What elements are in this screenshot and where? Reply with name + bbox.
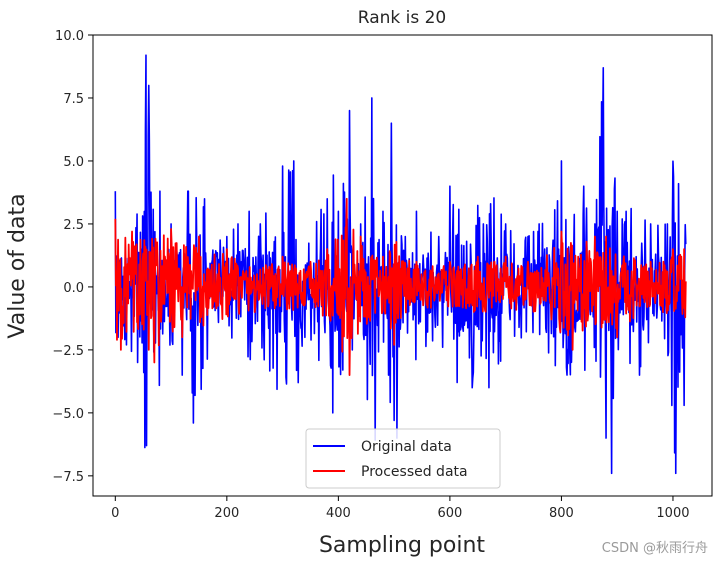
series-line-processed [114,197,687,376]
x-tick-label: 800 [549,506,574,521]
legend-label-original: Original data [361,439,452,455]
chart-title: Rank is 20 [358,8,447,28]
y-tick-label: 0.0 [63,281,84,296]
y-axis-label: Value of data [5,193,30,338]
watermark-text: CSDN @秋雨行舟 [602,541,708,556]
legend-label-processed: Processed data [361,464,468,480]
x-tick-label: 0 [111,506,119,521]
y-tick-label: −5.0 [52,407,84,422]
x-tick-label: 400 [326,506,351,521]
y-tick-label: 2.5 [63,218,84,233]
y-tick-label: −7.5 [52,470,84,485]
x-tick-label: 1000 [656,506,689,521]
y-tick-label: 7.5 [63,92,84,107]
y-tick-label: −2.5 [52,344,84,359]
ticks-layer: 0 200 400 600 800 1000 −7.5 −5.0 −2.5 0.0 2.5 5.0 7.… [52,29,689,521]
y-tick-label: 10.0 [55,29,84,44]
series-layer [114,54,687,475]
y-tick-label: 5.0 [63,155,84,170]
legend: Original data Processed data [305,428,501,489]
x-axis-label: Sampling point [319,533,485,558]
x-tick-label: 600 [437,506,462,521]
x-tick-label: 200 [214,506,239,521]
legend-box [305,428,501,489]
plot-frame [92,34,713,497]
